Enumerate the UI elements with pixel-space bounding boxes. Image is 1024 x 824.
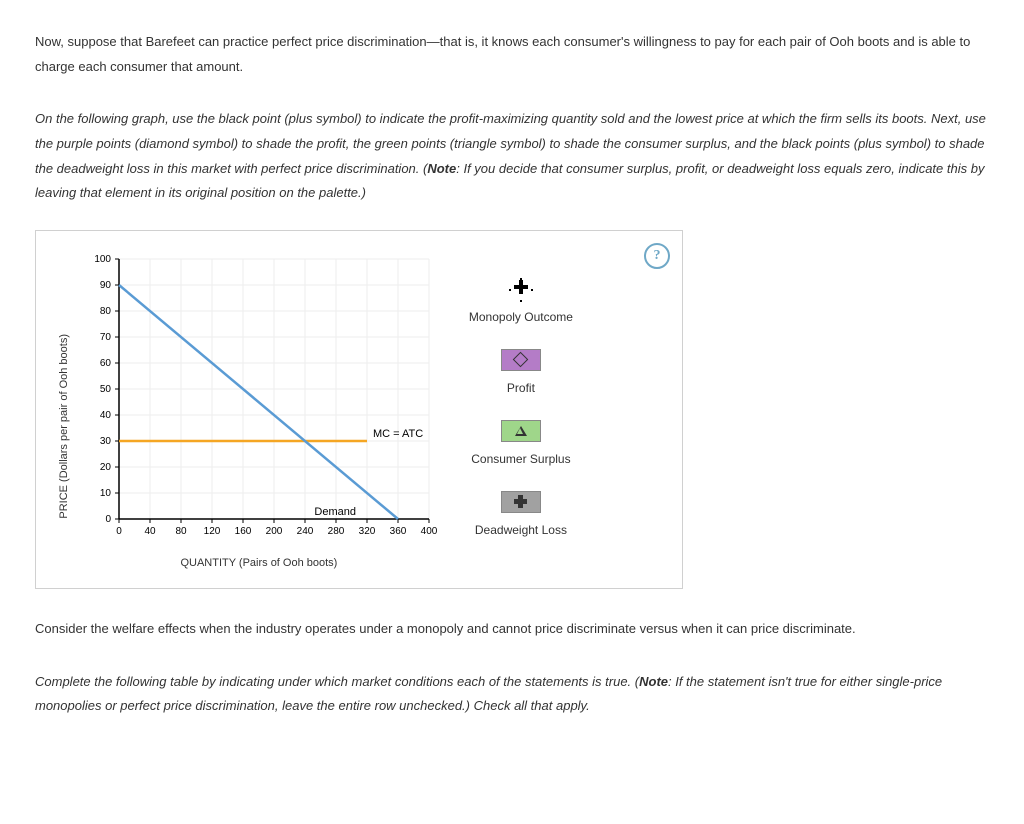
- palette-deadweight-loss[interactable]: Deadweight Loss: [469, 491, 573, 542]
- svg-text:30: 30: [100, 436, 112, 447]
- svg-text:MC = ATC: MC = ATC: [373, 428, 423, 440]
- svg-text:10: 10: [100, 488, 112, 499]
- svg-text:Demand: Demand: [314, 506, 356, 518]
- svg-text:100: 100: [94, 254, 111, 265]
- svg-text:320: 320: [359, 526, 376, 537]
- cs-swatch: [501, 420, 541, 442]
- note-label-2: Note: [639, 674, 668, 689]
- svg-text:40: 40: [144, 526, 156, 537]
- dwl-swatch: [501, 491, 541, 513]
- palette-label: Consumer Surplus: [469, 448, 573, 471]
- svg-text:90: 90: [100, 280, 112, 291]
- svg-text:0: 0: [105, 514, 111, 525]
- svg-text:70: 70: [100, 332, 112, 343]
- svg-text:280: 280: [328, 526, 345, 537]
- plus-icon: [511, 280, 531, 300]
- y-axis-label: PRICE (Dollars per pair of Ooh boots): [54, 304, 75, 519]
- palette: Monopoly Outcome Profit Consumer Surplus…: [469, 249, 573, 561]
- svg-text:240: 240: [297, 526, 314, 537]
- palette-label: Profit: [469, 377, 573, 400]
- graph-panel: ? PRICE (Dollars per pair of Ooh boots) …: [35, 230, 683, 589]
- table-prompt-paragraph: Complete the following table by indicati…: [35, 670, 989, 719]
- svg-text:40: 40: [100, 410, 112, 421]
- svg-text:120: 120: [204, 526, 221, 537]
- palette-label: Monopoly Outcome: [469, 306, 573, 329]
- chart-svg[interactable]: 0 40 80 120 160 200 240 280 320 360 400 0 10 20 30 40 50…: [79, 249, 439, 549]
- svg-text:60: 60: [100, 358, 112, 369]
- svg-text:80: 80: [175, 526, 187, 537]
- help-button[interactable]: ?: [644, 243, 670, 269]
- profit-swatch: [501, 349, 541, 371]
- diamond-icon: [513, 352, 529, 368]
- svg-text:0: 0: [116, 526, 122, 537]
- table-prompt-pre: Complete the following table by indicati…: [35, 674, 639, 689]
- welfare-paragraph: Consider the welfare effects when the in…: [35, 617, 989, 642]
- triangle-icon: [515, 426, 527, 436]
- chart-block: 0 40 80 120 160 200 240 280 320 360 400 0 10 20 30 40 50…: [79, 249, 439, 574]
- svg-text:360: 360: [390, 526, 407, 537]
- svg-text:400: 400: [421, 526, 438, 537]
- palette-profit[interactable]: Profit: [469, 349, 573, 400]
- palette-label: Deadweight Loss: [469, 519, 573, 542]
- svg-text:20: 20: [100, 462, 112, 473]
- plus-dark-icon: [514, 495, 527, 508]
- palette-consumer-surplus[interactable]: Consumer Surplus: [469, 420, 573, 471]
- instructions-paragraph: On the following graph, use the black po…: [35, 107, 989, 206]
- intro-paragraph: Now, suppose that Barefeet can practice …: [35, 30, 989, 79]
- svg-text:50: 50: [100, 384, 112, 395]
- palette-monopoly-outcome[interactable]: Monopoly Outcome: [469, 280, 573, 329]
- x-axis-label: QUANTITY (Pairs of Ooh boots): [180, 553, 337, 574]
- svg-text:160: 160: [235, 526, 252, 537]
- note-label: Note: [427, 161, 456, 176]
- svg-text:200: 200: [266, 526, 283, 537]
- svg-text:80: 80: [100, 306, 112, 317]
